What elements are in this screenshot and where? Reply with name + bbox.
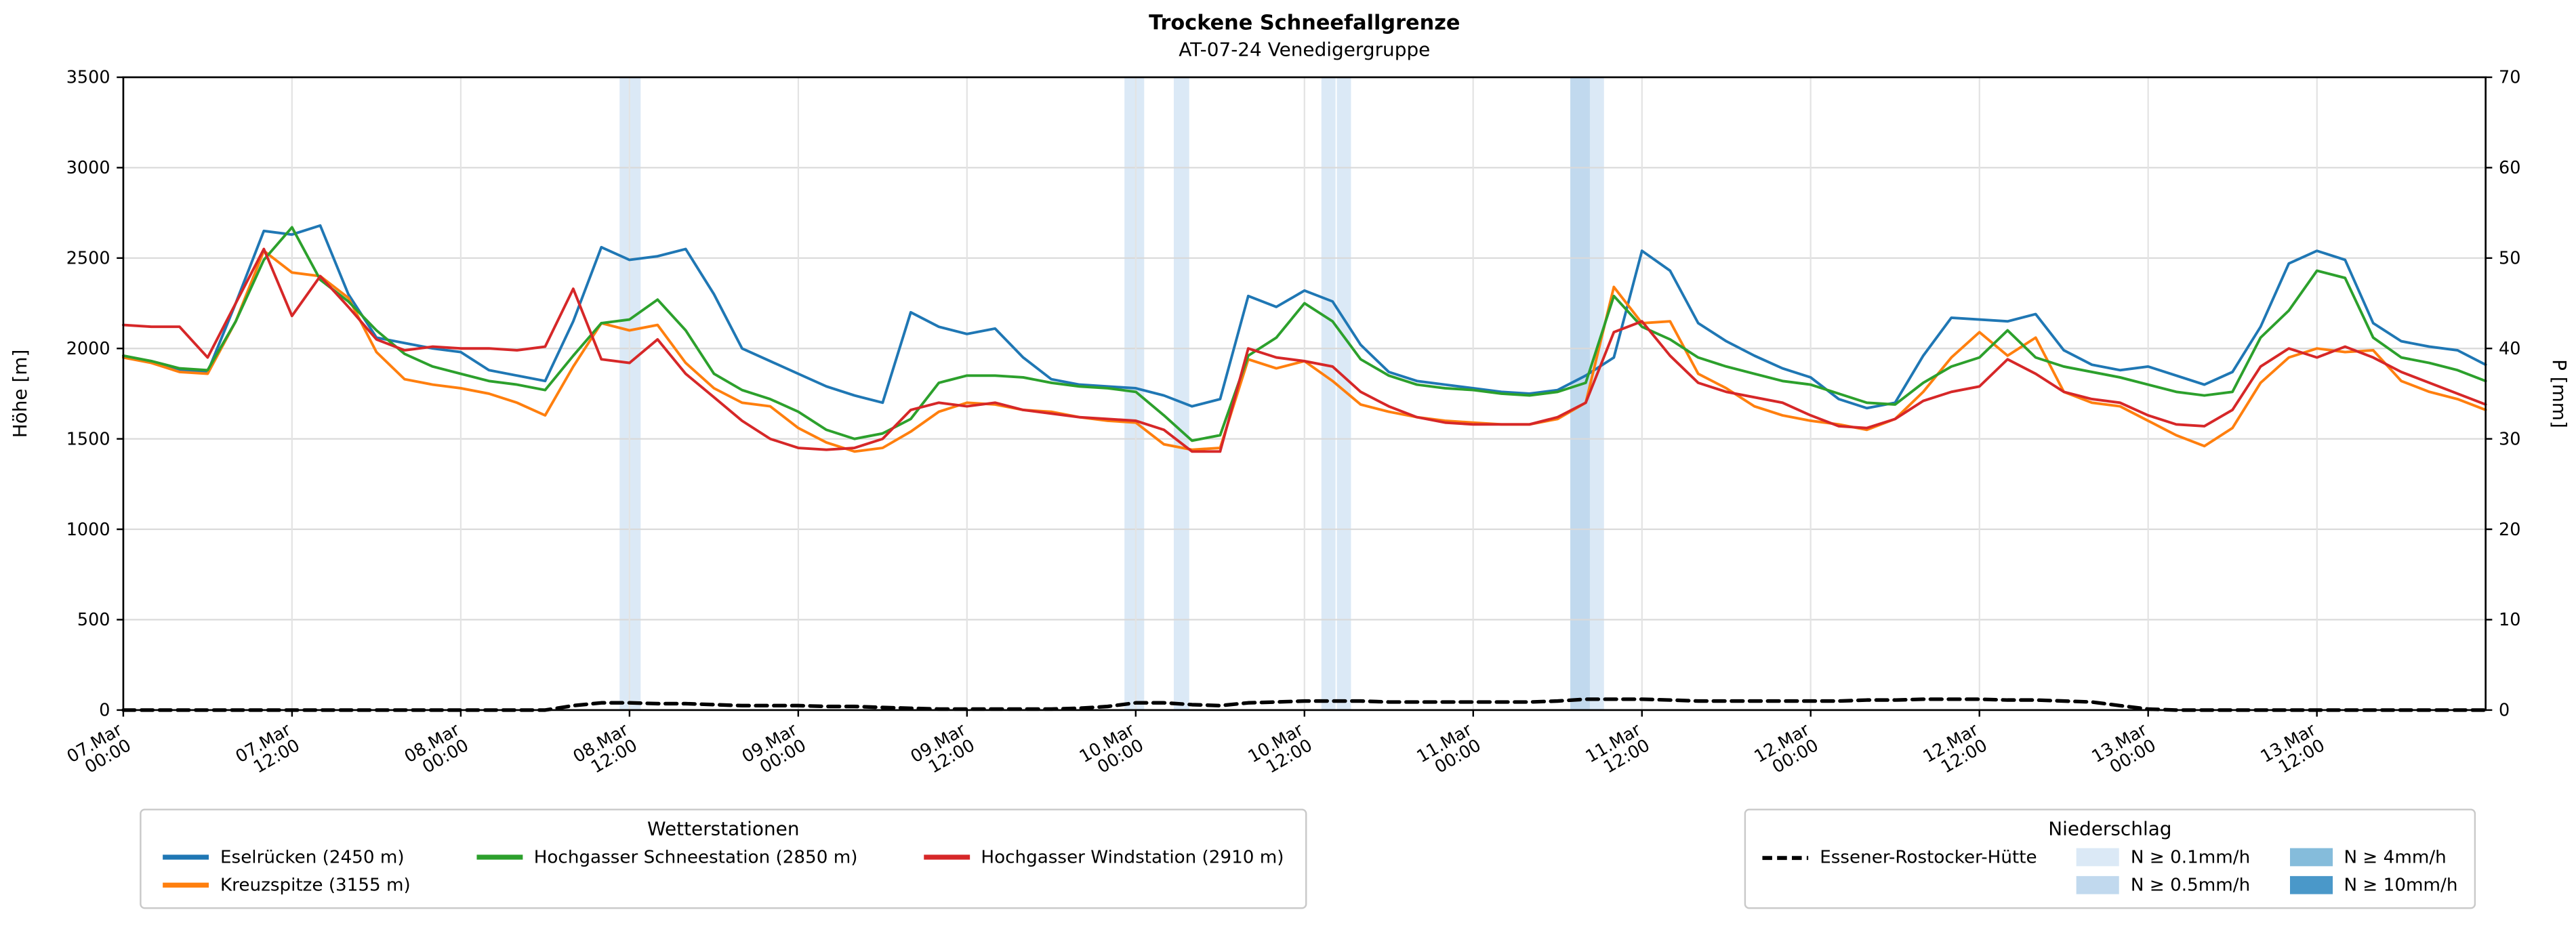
series-line-0 [121,224,2487,410]
legend-niederschlag: Niederschlag Essener-Rostocker-Hütte N ≥… [1744,808,2476,909]
legend-item-eselruecken: Eselrücken (2450 m) [163,846,411,868]
legend-spacer [1762,874,2037,875]
patch-n4-icon [2289,848,2333,867]
patch-n10-icon [2289,875,2333,894]
chart-plot-area: 0 500 1000 1500 2000 2500 3000 3500 0 10 20 30 40 50 6… [9,68,2571,783]
axis-ticks-labels: 0 500 1000 1500 2000 2500 3000 3500 0 10 20 30 40 50 6… [64,68,2521,783]
line-swatch-eselruecken-icon [163,855,209,859]
svg-text:07.Mar00:00: 07.Mar00:00 [64,720,135,783]
y-right-axis-label: P [mm] [2548,359,2571,428]
legend-item-n05: N ≥ 0.5mm/h [2076,874,2251,896]
dashed-line-swatch-icon [1762,855,1809,859]
legend-label-n4: N ≥ 4mm/h [2344,846,2447,868]
legend-item-essener-huette: Essener-Rostocker-Hütte [1762,846,2037,868]
legend-item-n10: N ≥ 10mm/h [2289,874,2457,896]
svg-text:11.Mar12:00: 11.Mar12:00 [1582,720,1654,783]
legend-label-n05: N ≥ 0.5mm/h [2130,874,2251,896]
precip-band [1173,77,1189,710]
svg-text:20: 20 [2499,520,2520,540]
svg-text:07.Mar12:00: 07.Mar12:00 [232,720,304,783]
legend-stations-title: Wetterstationen [647,817,800,840]
svg-text:09.Mar12:00: 09.Mar12:00 [907,720,979,783]
svg-text:08.Mar12:00: 08.Mar12:00 [570,720,641,783]
precip-band [1336,77,1351,710]
legend-label-windstation: Hochgasser Windstation (2910 m) [981,846,1284,868]
svg-text:3500: 3500 [66,68,110,88]
svg-text:11.Mar00:00: 11.Mar00:00 [1414,720,1485,783]
legend-label-n10: N ≥ 10mm/h [2344,874,2458,896]
line-swatch-windstation-icon [923,855,970,859]
legend-item-windstation: Hochgasser Windstation (2910 m) [923,846,1284,868]
svg-text:60: 60 [2499,158,2520,178]
legend-label-kreuzspitze: Kreuzspitze (3155 m) [220,874,411,896]
svg-text:1500: 1500 [66,429,110,449]
legend-stations-grid: Eselrücken (2450 m) Kreuzspitze (3155 m)… [158,846,1289,896]
svg-text:09.Mar00:00: 09.Mar00:00 [739,720,810,783]
series-line-3 [121,247,2487,453]
svg-text:08.Mar00:00: 08.Mar00:00 [401,720,472,783]
svg-text:50: 50 [2499,249,2520,269]
legend-precip-grid: Essener-Rostocker-Hütte N ≥ 0.1mm/h N ≥ … [1762,846,2457,896]
patch-n05-icon [2076,875,2119,894]
svg-text:13.Mar00:00: 13.Mar00:00 [2089,720,2160,783]
legend-wetterstationen: Wetterstationen Eselrücken (2450 m) Kreu… [140,808,1307,909]
plot-frame [122,76,2487,711]
series-lines [121,224,2488,712]
chart-title: Trockene Schneefallgrenze [1149,9,1460,35]
gridlines [122,76,2487,711]
legend-label-schneestation: Hochgasser Schneestation (2850 m) [533,846,858,868]
legend-spacer [476,874,858,875]
legend-spacer [923,874,1284,875]
series-line-2 [121,226,2487,442]
svg-text:10.Mar00:00: 10.Mar00:00 [1076,720,1147,783]
svg-text:10: 10 [2499,610,2520,630]
svg-text:2000: 2000 [66,339,110,359]
svg-text:12.Mar12:00: 12.Mar12:00 [1920,720,1991,783]
line-swatch-schneestation-icon [476,855,523,859]
line-swatch-kreuzspitze-icon [163,883,209,888]
precip-band [1589,77,1604,710]
series-line-4 [121,697,2488,712]
legend-label-eselruecken: Eselrücken (2450 m) [220,846,405,868]
chart-subtitle: AT-07-24 Venedigergruppe [1179,37,1431,61]
precip-band [1124,77,1145,710]
svg-text:12.Mar00:00: 12.Mar00:00 [1751,720,1822,783]
svg-text:40: 40 [2499,339,2520,359]
legend-label-n01: N ≥ 0.1mm/h [2130,846,2251,868]
svg-text:10.Mar12:00: 10.Mar12:00 [1245,720,1316,783]
svg-text:2500: 2500 [66,249,110,269]
svg-text:70: 70 [2499,68,2520,88]
legend-item-schneestation: Hochgasser Schneestation (2850 m) [476,846,858,868]
precip-bands [619,77,1604,710]
y-left-axis-label: Höhe [m] [9,350,31,438]
legend-precip-title: Niederschlag [2048,817,2172,840]
svg-text:30: 30 [2499,429,2520,449]
legend-item-n01: N ≥ 0.1mm/h [2076,846,2251,868]
svg-text:500: 500 [77,610,110,630]
legend-item-n4: N ≥ 4mm/h [2289,846,2457,868]
legend-item-kreuzspitze: Kreuzspitze (3155 m) [163,874,411,896]
patch-n01-icon [2076,848,2119,867]
precip-band [1321,77,1336,710]
svg-text:1000: 1000 [66,520,110,540]
svg-text:13.Mar12:00: 13.Mar12:00 [2257,720,2329,783]
legend-label-essener-huette: Essener-Rostocker-Hütte [1820,846,2037,868]
svg-text:0: 0 [99,701,110,721]
svg-text:0: 0 [2499,701,2510,721]
svg-text:3000: 3000 [66,158,110,178]
